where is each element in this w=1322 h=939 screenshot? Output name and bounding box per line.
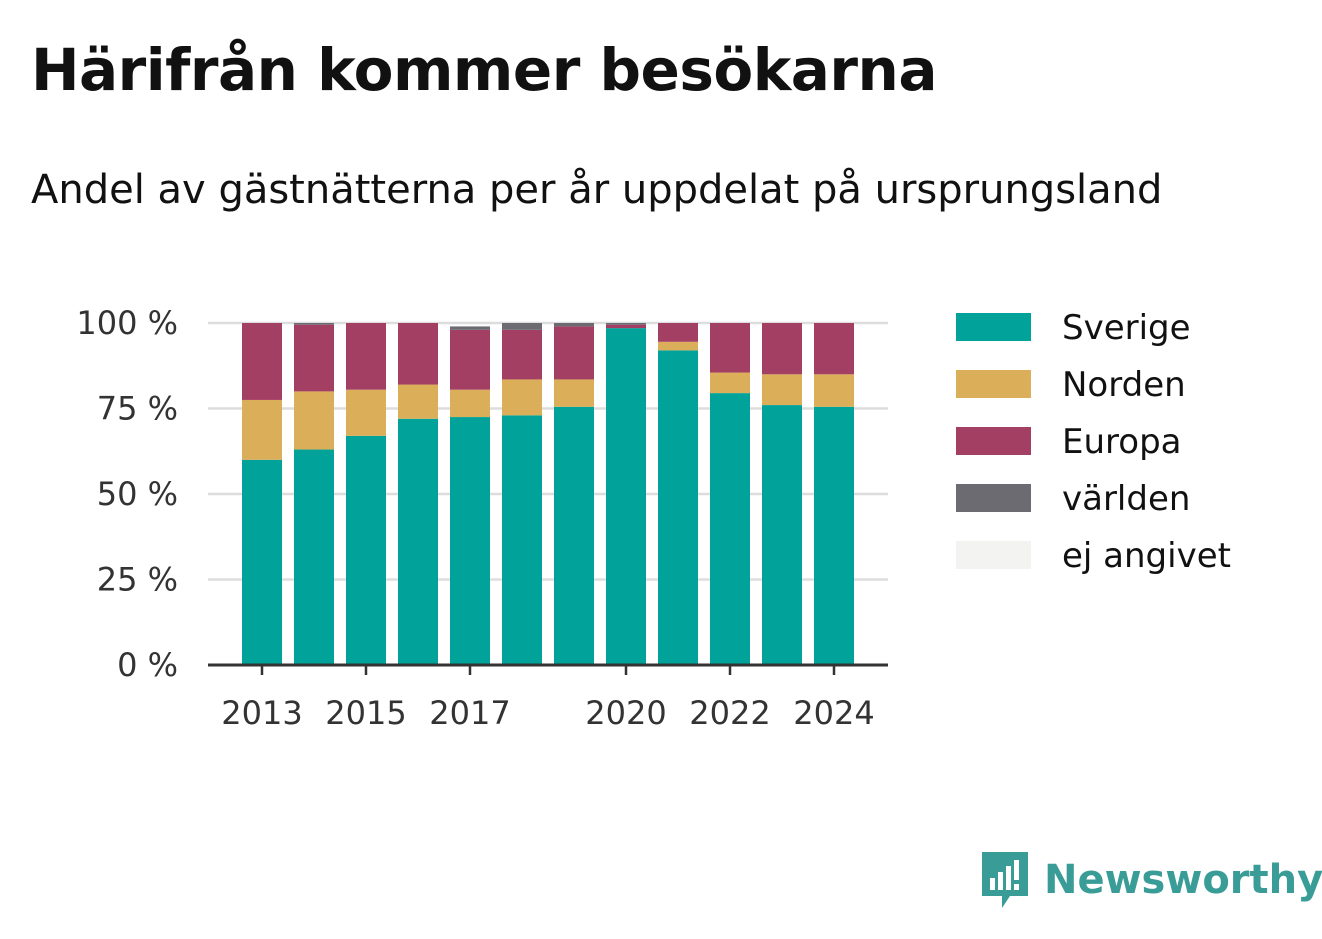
y-tick-label: 100 % <box>76 304 178 342</box>
legend-swatch <box>956 427 1031 455</box>
bar-segment <box>346 435 386 665</box>
y-tick-label: 25 % <box>97 561 178 599</box>
bar-segment <box>346 323 386 390</box>
legend-label: ej angivet <box>1062 536 1231 576</box>
bar-segment <box>450 389 490 418</box>
bars <box>242 323 854 665</box>
bar-segment <box>658 341 698 351</box>
bar-segment <box>814 323 854 375</box>
legend-swatch <box>956 370 1031 398</box>
bar-segment <box>502 379 542 416</box>
bar-segment <box>762 405 802 665</box>
bar-segment <box>502 329 542 380</box>
legend-label: Europa <box>1062 422 1181 462</box>
bar-segment <box>606 328 646 665</box>
bar-segment <box>554 323 594 327</box>
bar-segment <box>294 323 334 325</box>
bar-segment <box>710 393 750 665</box>
x-tick-label: 2020 <box>585 694 666 732</box>
x-tick-label: 2024 <box>793 694 874 732</box>
legend-swatch <box>956 541 1031 569</box>
bar-segment <box>554 406 594 665</box>
bar-segment <box>294 324 334 392</box>
legend-label: Norden <box>1062 365 1186 405</box>
x-tick-label: 2013 <box>221 694 302 732</box>
x-tick-label: 2017 <box>429 694 510 732</box>
bar-segment <box>294 449 334 665</box>
bar-segment <box>502 415 542 665</box>
x-tick-label: 2015 <box>325 694 406 732</box>
bar-segment <box>398 384 438 419</box>
chart-subtitle: Andel av gästnätterna per år uppdelat på… <box>31 167 1163 213</box>
bar-segment <box>554 379 594 407</box>
legend: Sverige Norden Europa världen ej angivet <box>956 308 1231 576</box>
bar-segment <box>242 323 282 400</box>
brand-logo: Newsworthy <box>980 850 1322 910</box>
bar-segment <box>814 406 854 665</box>
bar-segment <box>242 399 282 460</box>
bar-segment <box>398 323 438 385</box>
bar-segment <box>450 329 490 390</box>
bar-segment <box>502 323 542 330</box>
bar-segment <box>710 323 750 373</box>
bar-segment <box>814 374 854 407</box>
brand-name: Newsworthy <box>1044 857 1322 903</box>
legend-swatch <box>956 484 1031 512</box>
x-tick-label: 2022 <box>689 694 770 732</box>
bar-segment <box>762 374 802 406</box>
y-tick-label: 0 % <box>117 646 178 684</box>
legend-label: Sverige <box>1062 308 1191 348</box>
bar-segment <box>450 417 490 665</box>
axes: 0 % 25 % 50 % 75 % 100 % 2013 2015 2017 2020 2022… <box>76 304 888 732</box>
bar-segment <box>346 389 386 436</box>
legend-label: världen <box>1062 479 1190 519</box>
y-tick-label: 75 % <box>97 390 178 428</box>
bar-segment <box>762 323 802 375</box>
bar-segment <box>658 350 698 665</box>
bar-segment <box>398 418 438 665</box>
bar-segment <box>450 326 490 330</box>
bar-segment <box>554 326 594 380</box>
legend-swatch <box>956 313 1031 341</box>
bar-segment <box>606 324 646 329</box>
bar-segment <box>242 459 282 665</box>
bar-segment <box>606 323 646 325</box>
bar-segment <box>658 323 698 342</box>
bar-segment <box>294 391 334 450</box>
newsworthy-logo-icon <box>982 852 1028 908</box>
chart-title: Härifrån kommer besökarna <box>31 36 937 104</box>
y-tick-label: 50 % <box>97 475 178 513</box>
bar-segment <box>710 372 750 394</box>
stacked-bar-chart: 0 % 25 % 50 % 75 % 100 % 2013 2015 2017 2020 2022… <box>76 304 1231 732</box>
